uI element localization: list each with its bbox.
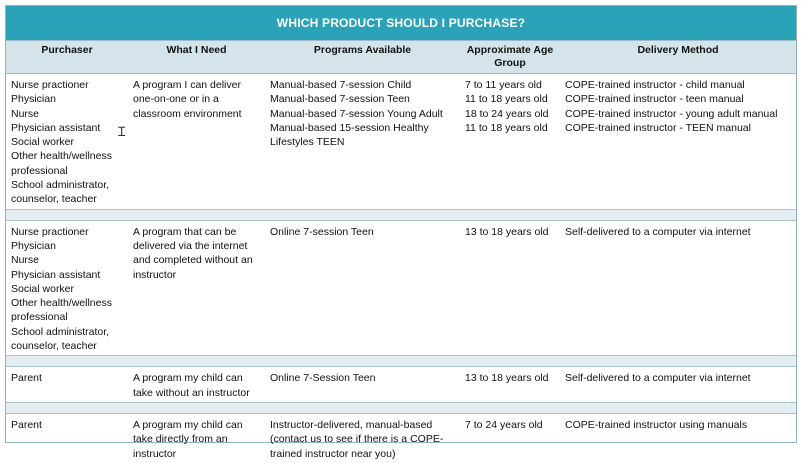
separator-band [6, 355, 796, 368]
separator-band [6, 401, 796, 414]
row-separator [6, 355, 796, 368]
header-purchaser: Purchaser [6, 40, 128, 74]
cell-delivery: Self-delivered to a computer via interne… [560, 367, 796, 403]
table-title: WHICH PRODUCT SHOULD I PURCHASE? [6, 6, 796, 40]
row-separator [6, 401, 796, 414]
cell-delivery: Self-delivered to a computer via interne… [560, 220, 796, 356]
cell-purchaser: Nurse practioner Physician Nurse Physician … [6, 220, 128, 356]
programs-line: Manual-based 7-session Young Adult [270, 107, 443, 120]
programs-line: Manual-based 7-session Teen [270, 93, 410, 106]
programs-line: Instructor-delivered, manual-based (cont… [270, 418, 444, 460]
header-row: Purchaser What I Need Programs Available… [6, 40, 796, 74]
cell-programs: Online 7-Session Teen [265, 367, 460, 403]
text-cursor-icon: Ɪ [118, 125, 126, 140]
cell-programs: Manual-based 7-session Child Manual-based… [265, 74, 460, 210]
purchaser-line: Social worker [11, 136, 75, 149]
cell-need: A program I can deliver one-on-one or in… [133, 79, 242, 120]
delivery-line: COPE-trained instructor - teen manual [565, 93, 744, 106]
cell-purchaser: Parent [6, 413, 128, 462]
cell-programs: Online 7-session Teen [265, 220, 460, 356]
cell-need: A program my child can take without an i… [133, 372, 250, 399]
table-body: Nurse practioner Physician Nurse Physician … [6, 74, 796, 463]
cell-delivery: COPE-trained instructor - child manual CO… [560, 74, 796, 210]
purchaser-line: Physician [11, 93, 56, 106]
age-line: 13 to 18 years old [465, 225, 549, 238]
purchaser-line: Nurse [11, 254, 40, 267]
delivery-line: Self-delivered to a computer via interne… [565, 225, 751, 238]
age-line: 13 to 18 years old [465, 372, 549, 385]
age-line: 11 to 18 years old [465, 121, 548, 134]
programs-line: Manual-based 7-session Child [270, 79, 412, 91]
age-line: 7 to 24 years old [465, 418, 543, 431]
purchaser-line: School administrator, counselor, teacher [11, 325, 110, 353]
delivery-line: COPE-trained instructor - TEEN manual [565, 121, 751, 134]
cell-purchaser: Nurse practioner Physician Nurse Physician … [6, 74, 128, 210]
header-delivery-method: Delivery Method [560, 40, 796, 74]
purchaser-line: Parent [11, 372, 42, 385]
purchaser-line: Nurse [11, 107, 40, 120]
cell-delivery: COPE-trained instructor using manuals [560, 413, 796, 462]
purchaser-line: Other health/wellness professional [11, 150, 112, 177]
age-line: 18 to 24 years old [465, 107, 549, 120]
delivery-line: COPE-trained instructor - child manual [565, 79, 745, 91]
row-separator [6, 208, 796, 221]
cell-need: A program that can be delivered via the … [133, 225, 253, 281]
age-line: 7 to 11 years old [465, 79, 542, 91]
header-what-i-need: What I Need [128, 40, 265, 74]
purchaser-line: Physician assistant [11, 268, 101, 281]
cell-age: 7 to 24 years old [460, 413, 560, 462]
purchaser-line: Nurse practioner [11, 225, 89, 238]
header-age-group: Approximate Age Group [460, 40, 560, 74]
purchaser-line: Physician [11, 239, 56, 252]
cell-age: 7 to 11 years old 11 to 18 years old 18 to… [460, 74, 560, 210]
cell-age: 13 to 18 years old [460, 220, 560, 356]
programs-line: Manual-based 15-session Healthy Lifestyl… [270, 121, 429, 149]
delivery-line: COPE-trained instructor - young adult ma… [565, 107, 778, 120]
purchaser-line: Nurse practioner [11, 79, 89, 91]
table-row: Parent A program my child can take withou… [6, 367, 796, 403]
purchaser-line: Parent [11, 418, 42, 431]
table-row: Nurse practioner Physician Nurse Physician … [6, 74, 796, 210]
table-row: Nurse practioner Physician Nurse Physician … [6, 220, 796, 356]
header-programs-available: Programs Available [265, 40, 460, 74]
delivery-line: Self-delivered to a computer via interne… [565, 372, 751, 385]
table-row: Parent A program my child can take direct… [6, 413, 796, 462]
cell-purchaser: Parent [6, 367, 128, 403]
age-line: 11 to 18 years old [465, 93, 548, 106]
purchaser-line: Social worker [11, 282, 75, 295]
purchaser-line: School administrator, counselor, teacher [11, 179, 110, 206]
separator-band [6, 208, 796, 221]
product-table: Purchaser What I Need Programs Available… [6, 40, 796, 463]
product-table-container: WHICH PRODUCT SHOULD I PURCHASE? Purchas… [5, 5, 797, 460]
cell-need: A program my child can take directly fro… [133, 418, 243, 460]
cell-programs: Instructor-delivered, manual-based (cont… [265, 413, 460, 462]
delivery-line: COPE-trained instructor using manuals [565, 418, 748, 431]
cell-age: 13 to 18 years old [460, 367, 560, 403]
programs-line: Online 7-Session Teen [270, 372, 376, 385]
programs-line: Online 7-session Teen [270, 225, 374, 238]
purchaser-line: Other health/wellness professional [11, 297, 112, 324]
purchaser-line: Physician assistant [11, 121, 101, 134]
